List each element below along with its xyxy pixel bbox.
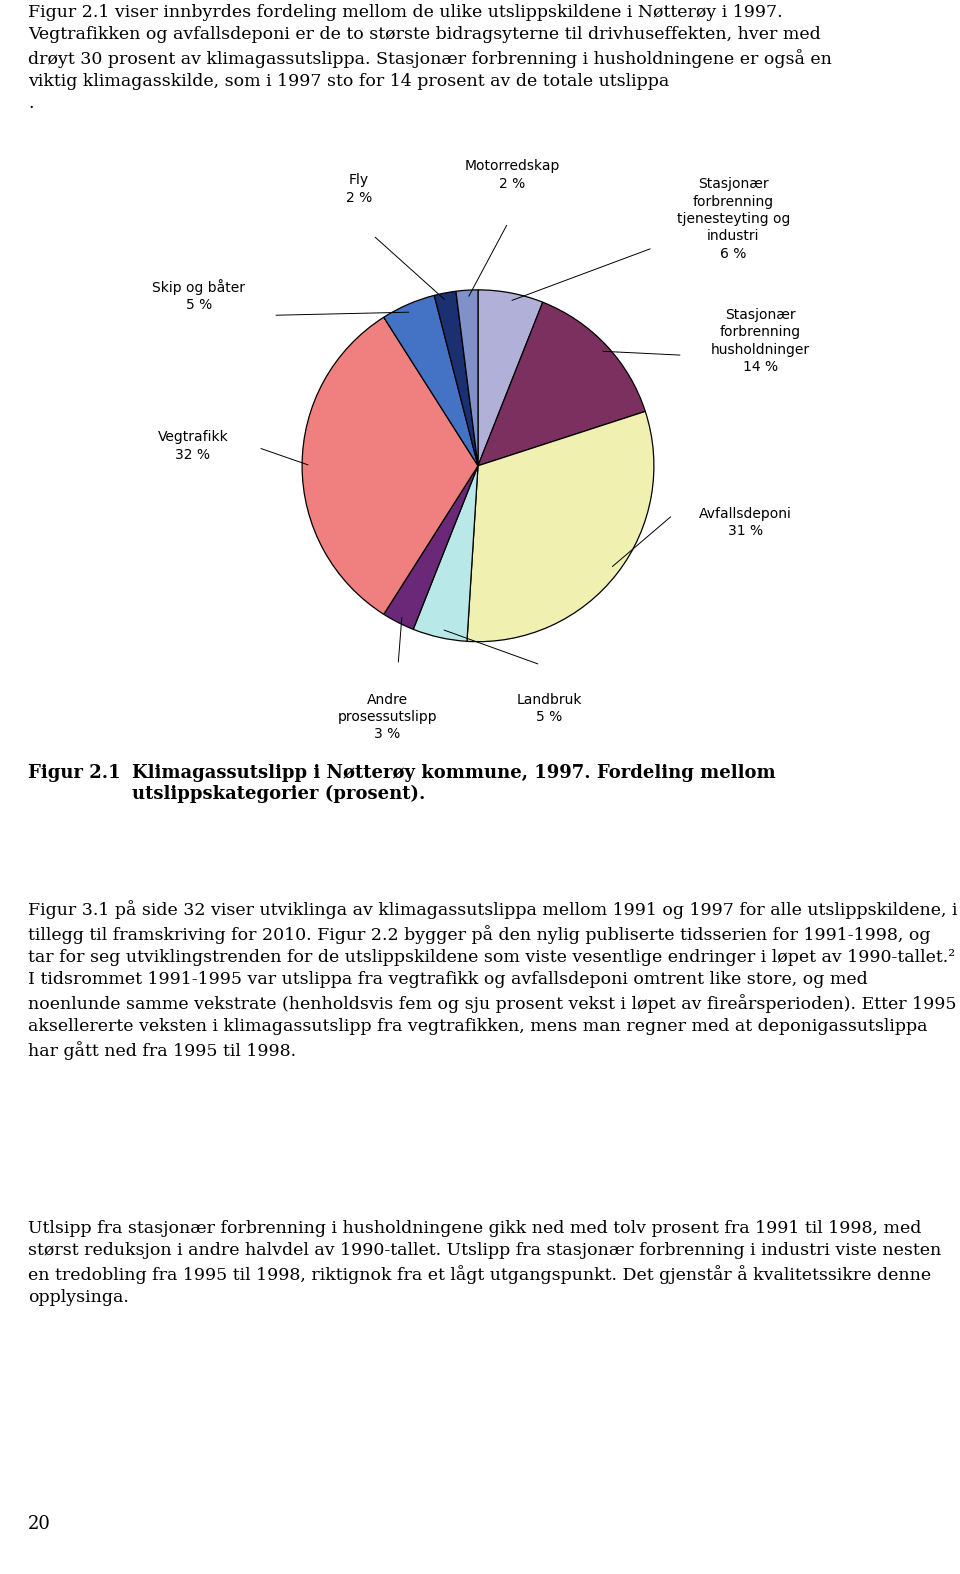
Text: Klimagassutslipp i Nøtterøy kommune, 1997. Fordeling mellom
utslippskategorier (: Klimagassutslipp i Nøtterøy kommune, 199…	[132, 763, 775, 803]
Text: Figur 3.1 på side 32 viser utviklinga av klimagassutslippa mellom 1991 og 1997 f: Figur 3.1 på side 32 viser utviklinga av…	[28, 900, 957, 1061]
Wedge shape	[413, 466, 478, 641]
Wedge shape	[384, 466, 478, 630]
Text: Andre
prosessutslipp
3 %: Andre prosessutslipp 3 %	[337, 693, 437, 741]
Text: Figur 2.1: Figur 2.1	[28, 763, 121, 782]
Text: Stasjonær
forbrenning
husholdninger
14 %: Stasjonær forbrenning husholdninger 14 %	[710, 309, 810, 375]
Text: Stasjonær
forbrenning
tjenesteyting og
industri
6 %: Stasjonær forbrenning tjenesteyting og i…	[677, 178, 790, 261]
Text: Figur 2.1 viser innbyrdes fordeling mellom de ulike utslippskildene i Nøtterøy i: Figur 2.1 viser innbyrdes fordeling mell…	[28, 5, 832, 112]
Wedge shape	[478, 302, 645, 466]
Text: Skip og båter
5 %: Skip og båter 5 %	[153, 279, 246, 312]
Wedge shape	[384, 296, 478, 466]
Text: Fly
2 %: Fly 2 %	[346, 173, 372, 205]
Wedge shape	[467, 411, 654, 642]
Wedge shape	[478, 290, 542, 466]
Text: Avfallsdeponi
31 %: Avfallsdeponi 31 %	[699, 507, 792, 538]
Wedge shape	[456, 290, 478, 466]
Wedge shape	[434, 291, 478, 466]
Text: Utlsipp fra stasjonær forbrenning i husholdningene gikk ned med tolv prosent fra: Utlsipp fra stasjonær forbrenning i hush…	[28, 1220, 941, 1306]
Text: Motorredskap
2 %: Motorredskap 2 %	[465, 159, 560, 190]
Text: 20: 20	[28, 1516, 51, 1533]
Text: Landbruk
5 %: Landbruk 5 %	[516, 693, 582, 724]
Text: Vegtrafikk
32 %: Vegtrafikk 32 %	[157, 430, 228, 461]
Wedge shape	[302, 318, 478, 614]
